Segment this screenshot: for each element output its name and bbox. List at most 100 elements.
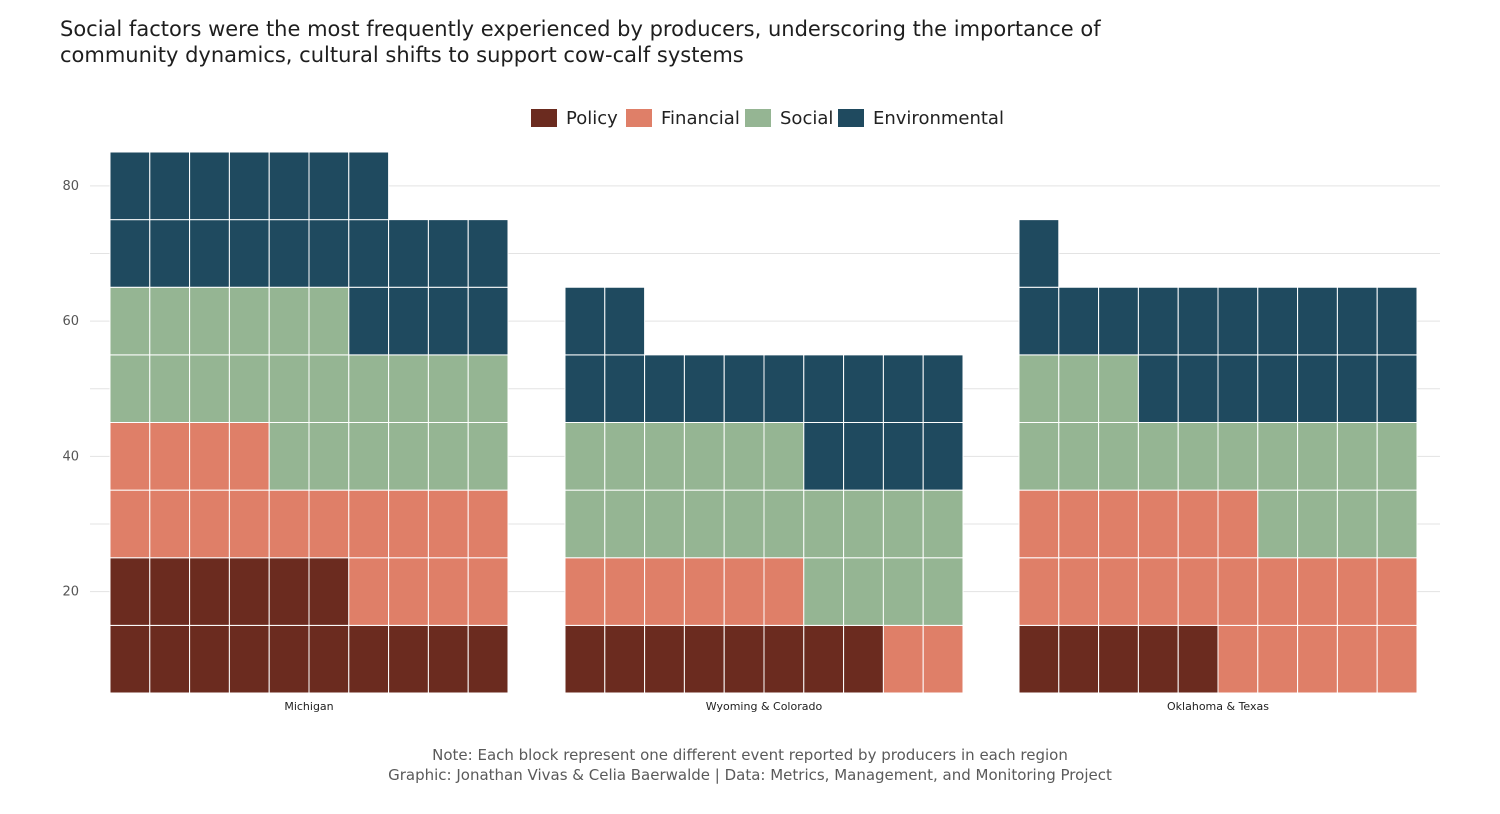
waffle-block-social xyxy=(922,557,964,626)
waffle-block-financial xyxy=(1336,557,1378,626)
waffle-block-policy xyxy=(189,624,230,694)
waffle-chart: 20 40 60 80 Michigan Wyoming & Colorado Oklaho… xyxy=(62,151,1440,713)
waffle-block-environmental xyxy=(1018,286,1060,356)
waffle-block-environmental xyxy=(723,354,765,423)
waffle-block-social xyxy=(348,354,390,423)
waffle-block-financial xyxy=(1177,489,1219,559)
waffle-block-social xyxy=(1257,489,1299,559)
waffle-block-social xyxy=(189,354,230,423)
panel-label-0: Michigan xyxy=(284,700,333,713)
waffle-block-policy xyxy=(308,624,350,694)
waffle-block-financial xyxy=(308,489,350,559)
waffle-block-environmental xyxy=(1137,286,1179,356)
waffle-block-environmental xyxy=(1018,219,1060,288)
waffle-block-environmental xyxy=(1257,286,1299,356)
legend-label-environmental: Environmental xyxy=(873,107,1004,129)
waffle-block-environmental xyxy=(1217,354,1259,423)
waffle-block-environmental xyxy=(564,354,606,423)
waffle-block-environmental xyxy=(388,286,429,356)
waffle-block-financial xyxy=(109,489,151,559)
waffle-block-financial xyxy=(1217,489,1259,559)
waffle-block-financial xyxy=(1137,557,1179,626)
waffle-block-social xyxy=(1336,489,1378,559)
waffle-block-environmental xyxy=(149,151,191,221)
y-tick-label-40: 40 xyxy=(62,449,79,464)
waffle-block-social xyxy=(644,422,685,491)
waffle-block-environmental xyxy=(604,286,646,356)
waffle-block-social xyxy=(723,489,765,559)
waffle-block-financial xyxy=(723,557,765,626)
waffle-block-financial xyxy=(1177,557,1219,626)
waffle-block-environmental xyxy=(1257,354,1299,423)
waffle-block-social xyxy=(882,489,924,559)
waffle-block-policy xyxy=(763,624,805,694)
waffle-block-policy xyxy=(683,624,725,694)
waffle-block-social xyxy=(763,422,805,491)
waffle-block-financial xyxy=(1137,489,1179,559)
waffle-block-environmental xyxy=(1336,354,1378,423)
waffle-block-financial xyxy=(467,489,509,559)
waffle-block-environmental xyxy=(348,219,390,288)
waffle-block-environmental xyxy=(683,354,725,423)
waffle-block-environmental xyxy=(922,422,964,491)
waffle-block-social xyxy=(268,354,310,423)
waffle-block-social xyxy=(604,489,646,559)
waffle-block-environmental xyxy=(348,286,390,356)
legend: Policy Financial Social Environmental xyxy=(0,105,1500,131)
waffle-block-policy xyxy=(348,624,390,694)
waffle-block-financial xyxy=(922,624,964,694)
waffle-block-policy xyxy=(1137,624,1179,694)
waffle-block-policy xyxy=(604,624,646,694)
waffle-block-environmental xyxy=(1376,286,1418,356)
waffle-block-financial xyxy=(268,489,310,559)
waffle-block-environmental xyxy=(564,286,606,356)
waffle-block-environmental xyxy=(644,354,685,423)
waffle-block-policy xyxy=(109,624,151,694)
waffle-block-financial xyxy=(149,422,191,491)
waffle-block-financial xyxy=(467,557,509,626)
waffle-block-financial xyxy=(1376,624,1418,694)
waffle-block-environmental xyxy=(109,219,151,288)
waffle-block-financial xyxy=(228,422,270,491)
waffle-block-social xyxy=(467,354,509,423)
waffle-block-social xyxy=(882,557,924,626)
waffle-block-environmental xyxy=(922,354,964,423)
waffle-block-policy xyxy=(803,624,845,694)
waffle-block-social xyxy=(1297,489,1338,559)
waffle-block-social xyxy=(268,286,310,356)
waffle-block-social xyxy=(1376,422,1418,491)
chart-title-line-1: Social factors were the most frequently … xyxy=(60,17,1101,41)
waffle-block-social xyxy=(149,286,191,356)
waffle-block-financial xyxy=(882,624,924,694)
waffle-block-social xyxy=(843,489,884,559)
waffle-block-social xyxy=(189,286,230,356)
waffle-block-financial xyxy=(348,489,390,559)
waffle-block-financial xyxy=(1098,557,1139,626)
waffle-block-environmental xyxy=(149,219,191,288)
waffle-block-policy xyxy=(268,557,310,626)
waffle-block-financial xyxy=(1058,489,1100,559)
waffle-block-social xyxy=(308,354,350,423)
waffle-block-financial xyxy=(109,422,151,491)
waffle-block-social xyxy=(427,422,469,491)
waffle-block-environmental xyxy=(228,219,270,288)
waffle-block-financial xyxy=(644,557,685,626)
waffle-block-social xyxy=(723,422,765,491)
waffle-block-social xyxy=(1137,422,1179,491)
waffle-block-financial xyxy=(189,489,230,559)
legend-item-policy: Policy xyxy=(531,105,618,131)
waffle-block-environmental xyxy=(604,354,646,423)
waffle-block-policy xyxy=(228,557,270,626)
waffle-block-environmental xyxy=(1297,354,1338,423)
waffle-block-social xyxy=(1058,354,1100,423)
waffle-block-social xyxy=(308,286,350,356)
waffle-block-financial xyxy=(1058,557,1100,626)
waffle-block-social xyxy=(1018,354,1060,423)
waffle-block-environmental xyxy=(1217,286,1259,356)
waffle-block-environmental xyxy=(268,219,310,288)
waffle-block-environmental xyxy=(189,151,230,221)
waffle-block-environmental xyxy=(1297,286,1338,356)
waffle-block-policy xyxy=(388,624,429,694)
y-tick-label-20: 20 xyxy=(62,585,79,600)
chart-title: Social factors were the most frequently … xyxy=(60,16,1160,68)
